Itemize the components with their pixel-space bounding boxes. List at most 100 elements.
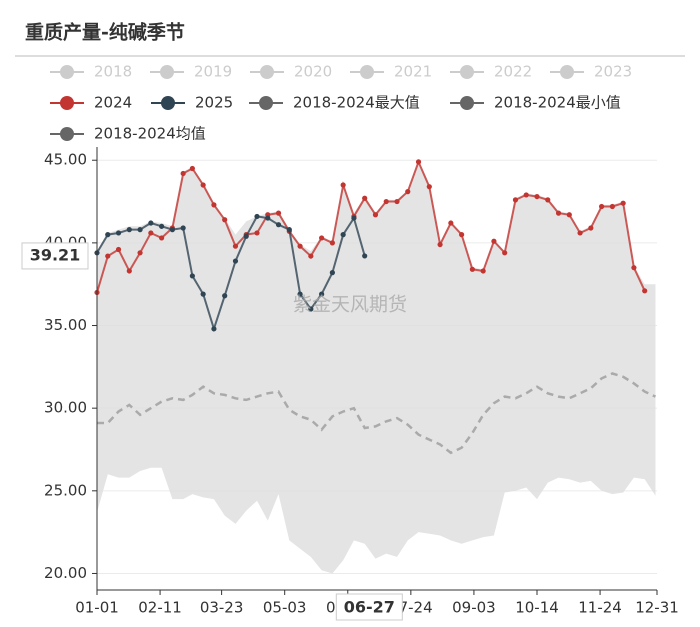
point xyxy=(372,212,379,218)
point xyxy=(319,291,325,297)
point xyxy=(115,230,122,236)
legend-label: 2025 xyxy=(195,94,233,112)
x-tick-label: 12-31 xyxy=(635,599,679,617)
point xyxy=(599,203,605,210)
point xyxy=(105,232,111,238)
legend-label: 2019 xyxy=(194,63,232,81)
point xyxy=(319,235,325,241)
x-tick-label: 10-14 xyxy=(515,599,559,617)
point xyxy=(340,232,346,238)
chart-title: 重质产量-纯碱季节 xyxy=(25,21,185,44)
point xyxy=(159,235,165,241)
point xyxy=(159,223,165,229)
x-tick-label: 11-24 xyxy=(578,599,622,617)
legend-icon-dot xyxy=(260,65,274,79)
legend-icon-dot xyxy=(460,96,474,110)
point xyxy=(502,250,508,256)
pointer-y-label: 39.21 xyxy=(30,245,81,264)
point xyxy=(308,253,314,259)
legend-label: 2024 xyxy=(94,94,132,112)
point xyxy=(297,243,303,249)
point xyxy=(415,159,422,165)
y-tick-label: 35.00 xyxy=(44,316,87,334)
point xyxy=(275,210,282,216)
point xyxy=(180,170,186,177)
point xyxy=(232,258,239,264)
point xyxy=(555,210,562,216)
point xyxy=(200,291,206,297)
point xyxy=(254,213,260,220)
series-line xyxy=(97,372,657,455)
point xyxy=(394,198,400,205)
point xyxy=(243,233,249,239)
point xyxy=(254,230,260,236)
legend-label: 2022 xyxy=(494,63,532,81)
point xyxy=(340,182,346,188)
point xyxy=(620,200,626,206)
point xyxy=(189,273,195,279)
point xyxy=(180,225,186,231)
point xyxy=(491,238,497,244)
point xyxy=(105,253,111,259)
point xyxy=(545,197,551,203)
point xyxy=(448,220,454,226)
point xyxy=(577,230,583,236)
point xyxy=(265,215,271,221)
legend-icon-dot xyxy=(60,96,74,110)
y-tick-label: 30.00 xyxy=(44,399,87,417)
point xyxy=(126,268,132,274)
point xyxy=(286,227,292,233)
legend-label: 2018-2024均值 xyxy=(94,125,206,143)
point xyxy=(222,293,228,299)
y-tick-label: 45.00 xyxy=(44,151,87,169)
point xyxy=(115,246,122,253)
y-tick-label: 20.00 xyxy=(44,564,87,582)
point xyxy=(609,203,615,210)
pointer-x-label: 06-27 xyxy=(344,598,395,617)
point xyxy=(534,193,540,200)
point xyxy=(126,227,132,233)
point xyxy=(297,291,303,297)
point xyxy=(405,189,411,195)
point xyxy=(588,225,594,231)
point xyxy=(169,227,175,233)
point xyxy=(137,250,143,256)
legend-icon-dot xyxy=(160,65,174,79)
legend-icon-dot xyxy=(259,96,273,110)
pointer-x-box xyxy=(335,593,403,621)
point xyxy=(631,265,637,271)
point xyxy=(642,288,648,294)
legend-icon-dot xyxy=(460,65,474,79)
point xyxy=(211,202,217,208)
point xyxy=(362,253,368,259)
series-line xyxy=(96,159,646,293)
point xyxy=(137,227,143,233)
point xyxy=(512,197,519,203)
legend-icon-dot xyxy=(161,96,175,110)
point xyxy=(383,198,389,205)
point xyxy=(148,220,154,226)
x-tick-label: 02-11 xyxy=(138,599,182,617)
point xyxy=(275,222,282,228)
legend-icon-dot xyxy=(560,65,574,79)
point xyxy=(362,195,368,201)
x-tick-label: 03-23 xyxy=(200,599,244,617)
x-tick-label: 05-03 xyxy=(263,599,307,617)
point xyxy=(426,184,432,190)
point xyxy=(308,306,314,312)
legend-label: 2020 xyxy=(294,63,332,81)
legend-icon-dot xyxy=(360,65,374,79)
legend-icon-dot xyxy=(60,127,74,141)
point xyxy=(523,192,529,198)
point xyxy=(200,182,206,188)
point xyxy=(329,270,335,276)
point xyxy=(232,243,239,249)
point xyxy=(329,240,335,246)
point xyxy=(480,268,486,274)
legend-label: 2023 xyxy=(594,63,632,81)
legend-label: 2018-2024最大值 xyxy=(293,94,420,112)
point xyxy=(189,165,195,172)
legend-label: 2018 xyxy=(94,63,132,81)
pointer-y-box xyxy=(21,242,89,270)
